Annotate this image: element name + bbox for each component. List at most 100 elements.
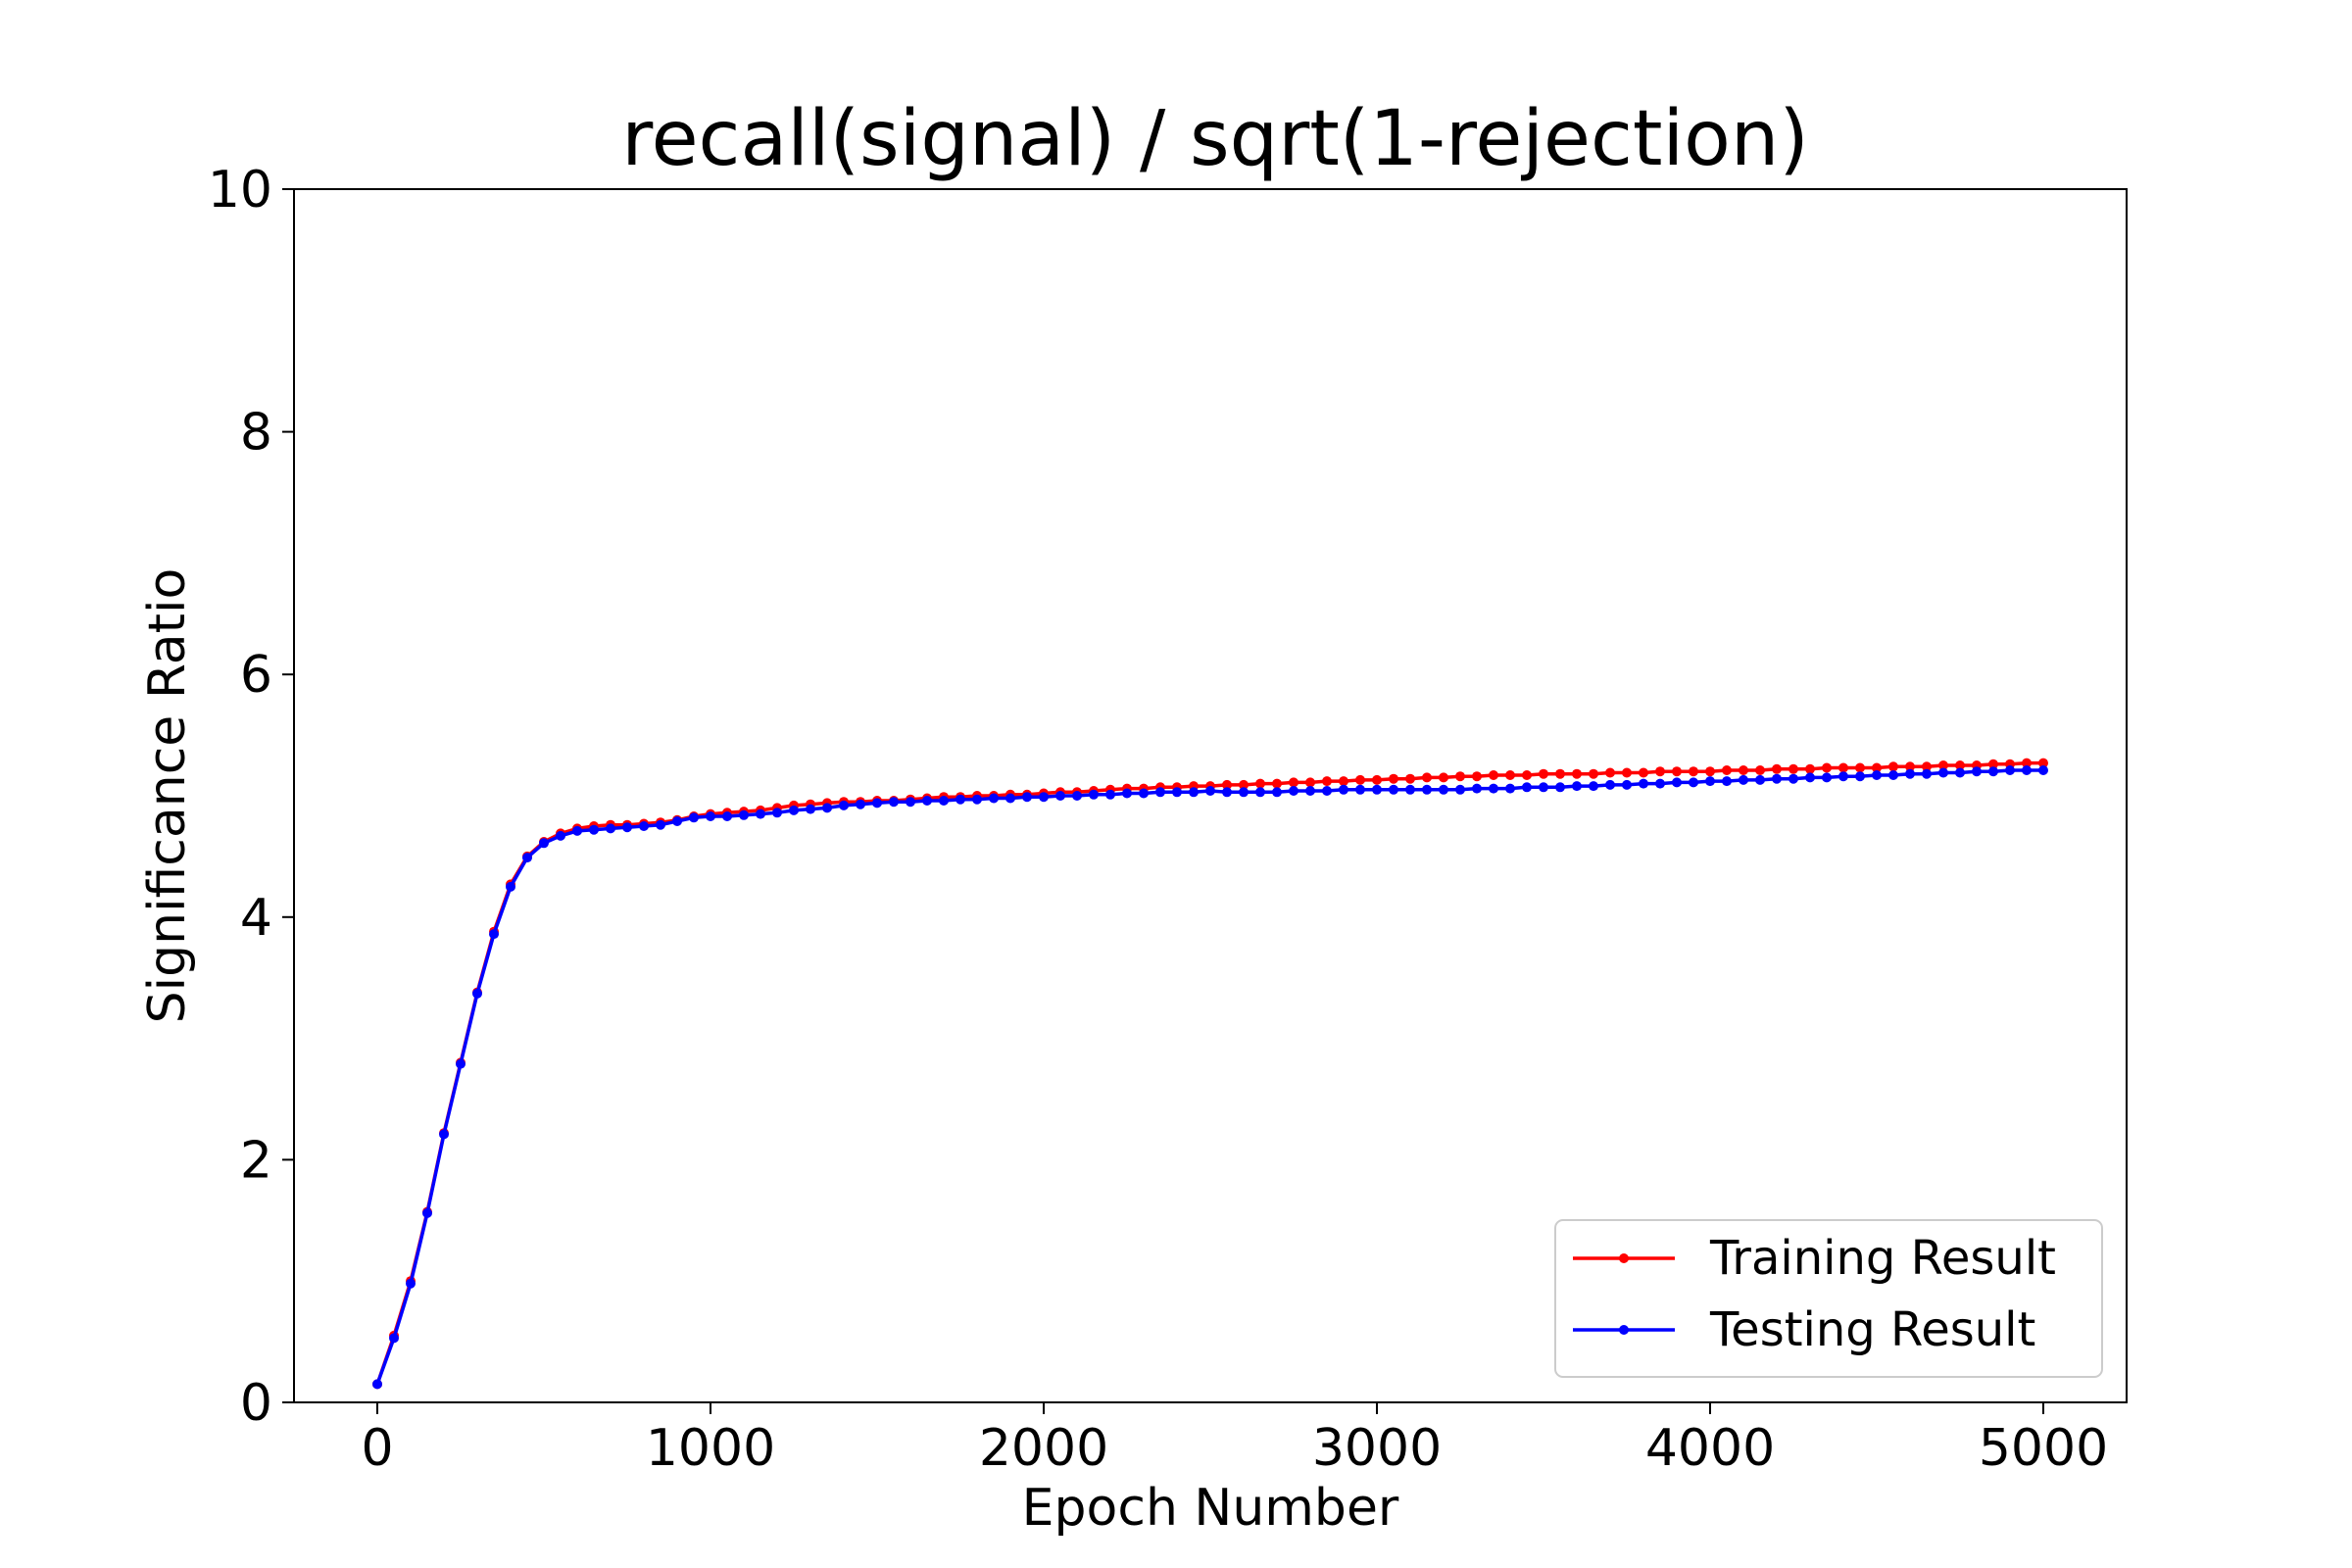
data-point-training-result (1522, 770, 1532, 780)
data-point-testing-result (906, 797, 915, 808)
data-point-testing-result (1005, 793, 1015, 804)
data-point-testing-result (1039, 792, 1049, 803)
data-point-testing-result (1589, 781, 1598, 792)
y-tick-label: 6 (240, 646, 272, 705)
data-point-training-result (1589, 768, 1598, 779)
data-point-testing-result (772, 808, 782, 818)
data-point-testing-result (1955, 767, 1965, 778)
data-point-testing-result (839, 800, 849, 810)
plot-area-frame (293, 188, 2128, 1403)
data-point-testing-result (2005, 765, 2015, 775)
data-point-testing-result (639, 821, 649, 831)
data-point-training-result (1272, 778, 1282, 789)
data-point-training-result (1222, 779, 1232, 790)
data-point-training-result (1289, 777, 1298, 788)
data-point-training-result (1722, 765, 1732, 775)
data-point-testing-result (706, 811, 715, 821)
data-point-testing-result (1222, 787, 1232, 798)
series-testing-result (372, 765, 2048, 1390)
x-tick-label: 1000 (646, 1419, 775, 1478)
data-point-training-result (1805, 763, 1815, 774)
data-point-testing-result (722, 811, 732, 821)
legend-label-training: Training Result (1709, 1231, 2056, 1286)
data-point-testing-result (556, 830, 565, 841)
data-point-testing-result (1972, 766, 1982, 777)
data-point-testing-result (2038, 765, 2048, 775)
x-tick-label: 2000 (979, 1419, 1108, 1478)
data-point-testing-result (806, 804, 815, 814)
legend-marker-testing (1619, 1325, 1629, 1335)
chart-title: recall(signal) / sqrt(1-rejection) (621, 95, 1809, 183)
data-point-testing-result (606, 823, 615, 834)
data-point-training-result (1905, 761, 1915, 772)
data-point-training-result (1822, 762, 1832, 773)
data-point-testing-result (689, 812, 699, 823)
data-point-training-result (1838, 762, 1848, 773)
data-point-training-result (1872, 762, 1882, 773)
y-tick-label: 0 (240, 1374, 272, 1433)
data-point-testing-result (1172, 787, 1182, 798)
data-point-testing-result (1922, 768, 1932, 779)
data-point-training-result (1455, 771, 1465, 782)
data-point-testing-result (1139, 788, 1149, 799)
data-point-testing-result (1522, 782, 1532, 793)
data-point-training-result (1439, 772, 1448, 783)
data-point-testing-result (656, 819, 665, 830)
data-point-training-result (1505, 770, 1515, 780)
data-point-testing-result (1838, 771, 1848, 782)
data-point-training-result (1705, 766, 1715, 777)
data-point-training-result (1539, 768, 1548, 779)
data-point-testing-result (372, 1379, 382, 1390)
x-tick-label: 5000 (1979, 1419, 2108, 1478)
data-point-training-result (2022, 758, 2032, 768)
data-point-testing-result (1372, 784, 1382, 795)
data-point-testing-result (1988, 766, 1998, 777)
data-point-testing-result (1255, 787, 1265, 798)
data-point-testing-result (406, 1278, 416, 1289)
data-point-testing-result (1339, 784, 1348, 795)
data-point-testing-result (1755, 774, 1765, 785)
data-point-testing-result (1272, 787, 1282, 798)
data-point-testing-result (522, 853, 532, 863)
data-point-testing-result (1805, 772, 1815, 783)
data-point-testing-result (389, 1333, 399, 1344)
data-point-testing-result (622, 822, 632, 833)
y-tick-label: 8 (240, 404, 272, 463)
data-point-training-result (1639, 767, 1648, 778)
data-point-testing-result (872, 798, 882, 808)
legend-label-testing: Testing Result (1709, 1302, 2035, 1357)
data-point-testing-result (456, 1058, 466, 1069)
data-point-testing-result (539, 838, 549, 849)
data-point-training-result (1305, 777, 1315, 788)
data-point-training-result (1389, 773, 1398, 784)
data-point-testing-result (756, 808, 765, 819)
data-point-testing-result (789, 805, 799, 815)
data-point-training-result (2038, 758, 2048, 768)
data-point-testing-result (1105, 789, 1115, 800)
data-point-testing-result (1655, 778, 1665, 789)
data-point-testing-result (1455, 784, 1465, 795)
legend: Training Result Testing Result (1554, 1219, 2103, 1378)
data-point-testing-result (1439, 784, 1448, 795)
data-point-testing-result (972, 794, 982, 805)
data-point-testing-result (1405, 784, 1415, 795)
data-point-testing-result (1122, 788, 1132, 799)
data-point-testing-result (1888, 770, 1898, 780)
data-point-training-result (1938, 760, 1948, 770)
data-point-testing-result (739, 809, 749, 820)
y-tick-label: 2 (240, 1131, 272, 1190)
data-point-testing-result (572, 825, 582, 836)
data-point-testing-result (856, 799, 865, 809)
data-point-testing-result (1472, 783, 1482, 794)
legend-marker-training (1619, 1253, 1629, 1263)
data-point-testing-result (1905, 768, 1915, 779)
data-point-training-result (1489, 770, 1498, 780)
y-tick-label: 10 (208, 161, 272, 220)
x-axis-label: Epoch Number (1022, 1479, 1399, 1538)
data-point-testing-result (1672, 777, 1682, 788)
data-point-testing-result (489, 929, 499, 940)
data-point-testing-result (1289, 786, 1298, 796)
data-point-testing-result (956, 794, 965, 805)
data-point-training-result (1922, 761, 1932, 772)
data-point-testing-result (922, 796, 932, 806)
